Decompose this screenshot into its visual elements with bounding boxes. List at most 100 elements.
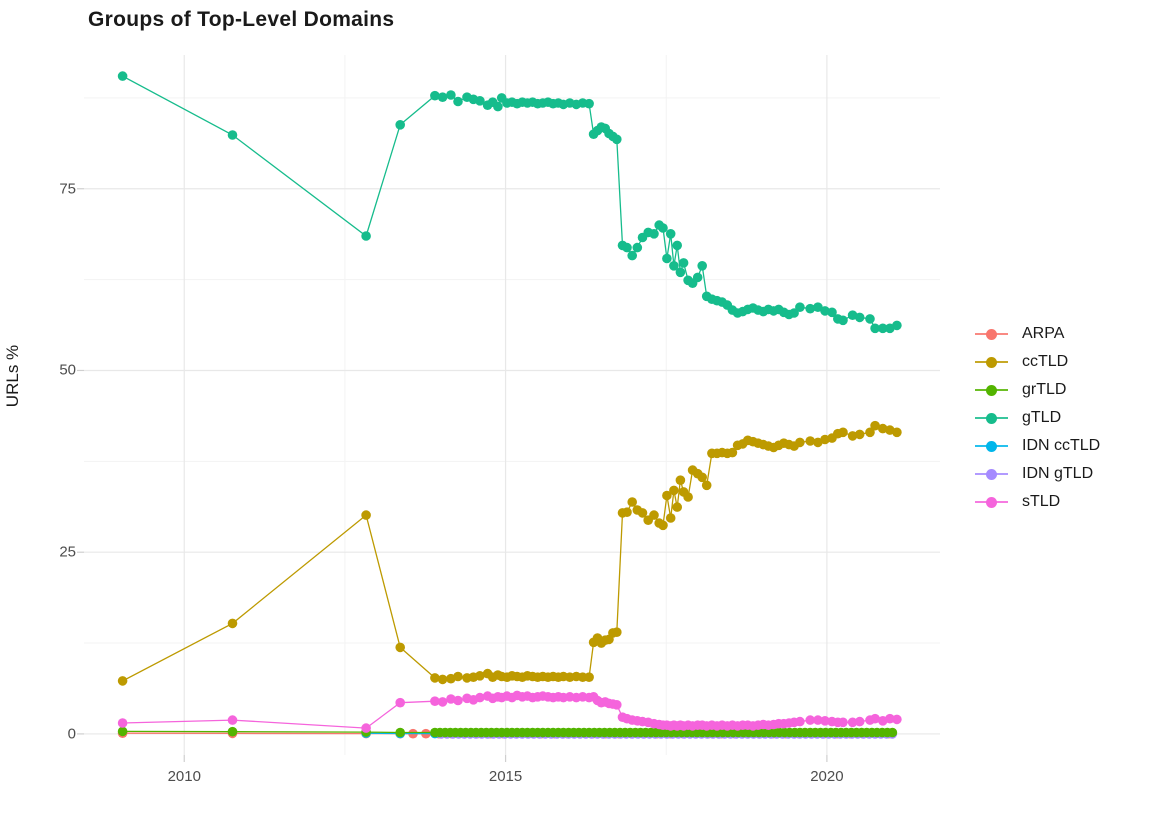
data-point: [813, 715, 823, 725]
data-point: [430, 696, 440, 706]
data-point: [430, 90, 440, 101]
data-point: [697, 261, 707, 271]
data-point: [584, 98, 594, 109]
y-tick-label: 50: [59, 361, 76, 379]
series-gtld: [117, 71, 902, 334]
data-point: [789, 308, 799, 318]
legend-key-icon: [975, 439, 1008, 453]
chart-title: Groups of Top-Level Domains: [88, 8, 395, 31]
data-point: [117, 726, 128, 737]
legend-label: IDN gTLD: [1022, 465, 1094, 482]
data-point: [446, 90, 456, 100]
data-point: [612, 627, 622, 637]
legend-key-dot: [986, 413, 997, 424]
legend-key-icon: [975, 467, 1008, 481]
data-point: [658, 223, 668, 233]
data-point: [632, 242, 643, 253]
data-point: [627, 250, 637, 261]
data-point: [612, 134, 622, 145]
data-point: [627, 497, 637, 507]
data-point: [795, 302, 805, 313]
data-point: [361, 723, 371, 733]
data-point: [493, 101, 503, 112]
data-point: [805, 436, 815, 446]
legend-key-icon: [975, 327, 1008, 341]
data-point: [892, 320, 902, 331]
y-tick-label: 25: [59, 543, 76, 561]
data-point: [870, 420, 880, 431]
data-point: [892, 427, 902, 438]
legend-entry: ccTLD: [975, 348, 1100, 376]
legend-entry: gTLD: [975, 404, 1100, 432]
data-point: [854, 429, 865, 440]
data-point: [669, 261, 679, 271]
legend-key-icon: [975, 411, 1008, 425]
data-point: [117, 676, 128, 686]
data-point: [885, 713, 895, 724]
x-tick-label: 2015: [488, 768, 523, 785]
y-axis-title: URLs %: [3, 344, 22, 408]
legend-label: IDN ccTLD: [1022, 437, 1101, 454]
legend-entry: ARPA: [975, 320, 1100, 348]
legend-key-icon: [975, 495, 1008, 509]
data-point: [649, 229, 659, 239]
legend-label: ccTLD: [1022, 353, 1069, 370]
data-point: [838, 427, 848, 438]
data-point: [361, 231, 371, 241]
data-point: [675, 475, 686, 486]
legend-entry: IDN gTLD: [975, 460, 1100, 488]
data-point: [827, 307, 837, 318]
data-point: [361, 510, 371, 520]
data-point: [475, 96, 485, 106]
legend-label: gTLD: [1022, 409, 1062, 426]
data-point: [637, 508, 648, 518]
data-point: [727, 447, 738, 458]
y-tick-label: 0: [67, 725, 76, 743]
data-point: [622, 242, 632, 253]
legend-key-dot: [986, 441, 997, 452]
data-point: [437, 697, 448, 707]
data-point: [658, 520, 668, 531]
legend-key-icon: [975, 383, 1008, 397]
data-point: [678, 258, 689, 268]
data-point: [669, 485, 679, 496]
data-point: [665, 513, 676, 523]
legend-key-dot: [986, 469, 997, 480]
data-point: [584, 672, 594, 682]
legend-key-dot: [986, 357, 997, 368]
data-point: [649, 510, 659, 520]
data-point: [437, 92, 448, 102]
x-tick-label: 2010: [167, 768, 201, 785]
data-point: [701, 480, 712, 491]
data-point: [665, 229, 676, 239]
data-point: [887, 727, 898, 738]
data-point: [683, 492, 693, 502]
data-point: [430, 673, 440, 683]
data-point: [838, 717, 848, 728]
legend-entry: grTLD: [975, 376, 1100, 404]
data-point: [672, 502, 682, 512]
legend-key-dot: [986, 497, 997, 508]
data-point: [697, 472, 707, 483]
series-cctld: [117, 420, 902, 686]
data-point: [878, 323, 888, 334]
data-point: [227, 726, 238, 737]
series-line: [122, 75, 898, 329]
data-point: [795, 437, 805, 448]
legend-label: sTLD: [1022, 493, 1061, 510]
legend-label: ARPA: [1022, 325, 1065, 342]
data-point: [675, 267, 686, 278]
data-point: [437, 674, 448, 685]
legend-entry: sTLD: [975, 488, 1100, 516]
data-point: [227, 715, 238, 725]
data-point: [865, 427, 875, 438]
data-point: [453, 96, 463, 107]
data-point: [805, 715, 815, 725]
legend-entry: IDN ccTLD: [975, 432, 1100, 460]
x-tick-label: 2020: [810, 768, 844, 785]
data-point: [227, 130, 238, 140]
y-tick-label: 75: [59, 180, 76, 198]
data-point: [395, 697, 406, 708]
legend-key-dot: [986, 329, 997, 340]
data-point: [453, 695, 463, 706]
